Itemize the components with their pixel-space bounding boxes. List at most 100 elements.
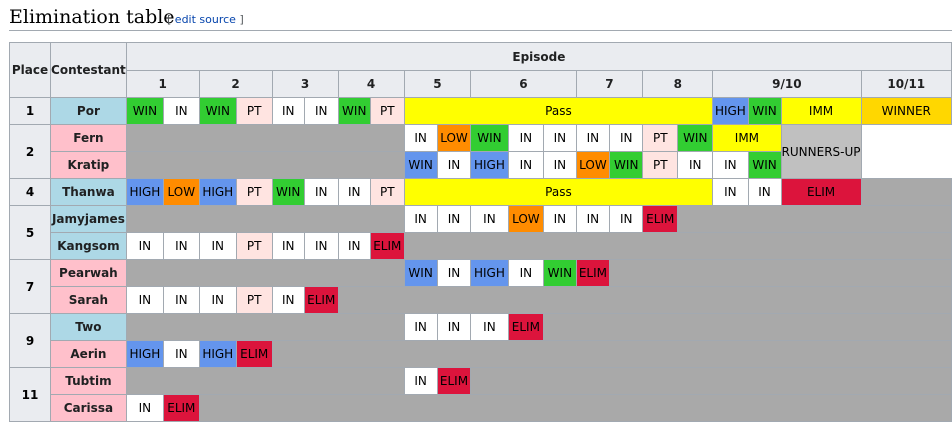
result-cell: WIN [543,259,577,287]
result-cell: PT [642,151,679,179]
result-cell: ELIM [163,394,200,422]
result-cell: IN [163,232,200,260]
eliminated-span [677,205,952,233]
contestant-name: Tubtim [50,367,127,395]
eliminated-span [125,151,405,179]
result-cell: IN [436,205,472,233]
result-cell: IN [575,124,611,152]
result-cell: HIGH [125,178,165,206]
result-cell: IN [507,124,545,152]
contestant-name: Aerin [50,340,127,368]
result-cell: IN [337,232,371,260]
result-cell: IN [712,151,749,179]
place-cell: 2 [8,124,52,179]
result-cell: IN [507,259,545,287]
edit-source-link[interactable]: edit source [174,13,236,26]
result-cell: IN [403,205,438,233]
result-cell: WIN [609,151,644,179]
result-cell: IN [303,178,339,206]
result-cell: IN [198,232,237,260]
elimination-table: Place Contestant Episode 1 2 3 4 5 6 7 8… [8,42,952,422]
episode-7-header: 7 [575,70,644,98]
result-cell: HIGH [470,259,509,287]
result-cell: LOW [436,124,472,152]
result-cell: IN [271,97,305,125]
result-cell: ELIM [642,205,679,233]
result-cell: PT [235,286,273,314]
contestant-name: Thanwa [50,178,127,206]
result-cell: IN [436,151,472,179]
section-heading: Elimination table [ edit source ] [9,4,952,31]
result-cell: WIN [198,97,237,125]
result-cell: IN [747,178,782,206]
place-header: Place [8,42,52,98]
eliminated-span [543,313,952,341]
result-cell: IN [470,313,509,341]
eliminated-span [403,232,952,260]
contestant-name: Jamyjames [50,205,127,233]
eliminated-span [125,259,405,287]
eliminated-span [271,340,952,368]
edit-bracket-open: [ [167,13,175,26]
result-cell-winner: WINNER [860,97,952,125]
result-cell: PT [369,178,405,206]
eliminated-span [860,178,952,206]
result-cell-pass: Pass [403,97,714,125]
result-cell: IN [125,286,165,314]
edit-section: [ edit source ] [167,13,244,26]
place-cell: 1 [8,97,52,125]
eliminated-span [337,286,952,314]
eliminated-span [470,367,952,395]
place-cell: 4 [8,178,52,206]
contestant-name: Por [50,97,127,125]
result-cell: WIN [403,259,438,287]
result-cell: IN [403,367,438,395]
result-cell: ELIM [303,286,339,314]
result-cell: WIN [677,124,714,152]
result-cell: HIGH [125,340,165,368]
result-cell: HIGH [198,340,237,368]
result-cell: IN [436,313,472,341]
result-cell: IN [712,178,749,206]
result-cell: WIN [747,97,782,125]
place-cell: 11 [8,367,52,422]
contestant-header: Contestant [50,42,127,98]
result-cell: HIGH [712,97,749,125]
result-cell: WIN [271,178,305,206]
result-cell: IMM [780,97,862,125]
table-row: 11 Tubtim IN ELIM [8,367,952,422]
result-cell: IN [403,124,438,152]
episode-6-header: 6 [470,70,577,98]
episode-1-header: 1 [125,70,200,98]
result-cell: LOW [163,178,200,206]
result-cell: IN [163,340,200,368]
result-cell: LOW [507,205,545,233]
result-cell: IN [543,124,577,152]
result-cell: IN [303,97,339,125]
result-cell: ELIM [575,259,611,287]
result-cell: WIN [337,97,371,125]
episode-2-header: 2 [198,70,273,98]
result-cell: IN [271,286,305,314]
table-row: Sarah IN IN IN PT IN ELIM [10,286,952,314]
result-cell: IN [543,151,577,179]
eliminated-span [125,124,405,152]
result-cell: WIN [403,151,438,179]
place-cell: 9 [8,313,52,368]
result-cell: IN [609,205,644,233]
result-cell: IN [507,151,545,179]
result-cell: IN [575,205,611,233]
result-cell: IN [198,286,237,314]
result-cell: WIN [747,151,782,179]
contestant-name: Kangsom [50,232,127,260]
place-cell: 5 [8,205,52,260]
result-cell: IN [303,232,339,260]
table-row: 1 Por WIN IN WIN PT IN IN WIN PT Pass HI… [8,97,952,125]
contestant-name: Kratip [50,151,127,179]
result-cell: ELIM [235,340,273,368]
episode-4-header: 4 [337,70,405,98]
result-cell: IN [125,232,165,260]
result-cell: PT [235,178,273,206]
result-cell: IN [436,259,472,287]
table-row: Kangsom IN IN IN PT IN IN IN ELIM [10,232,952,260]
